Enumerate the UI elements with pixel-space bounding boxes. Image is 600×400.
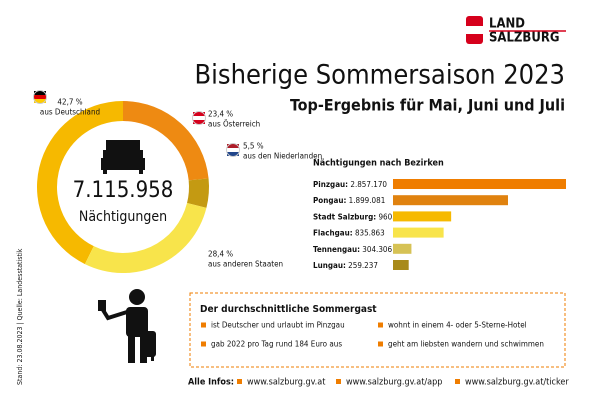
- flag: [34, 91, 46, 95]
- segment-label: aus anderen Staaten: [208, 260, 283, 269]
- segment-label: aus Deutschland: [40, 108, 100, 117]
- segment-value: 28,4 %: [208, 250, 233, 259]
- segment-value: 23,4 %: [208, 110, 233, 119]
- flag: [34, 99, 46, 103]
- donut-segment: [84, 203, 207, 273]
- bullet: [378, 322, 383, 328]
- donut-segment: [123, 101, 209, 181]
- donut-segment: [37, 101, 123, 265]
- segment-label: aus Österreich: [208, 119, 260, 129]
- donut-chart: 7.115.958 Nächtigungen 42,7 %aus Deutschla…: [33, 90, 322, 273]
- source: Stand: 23.08.2023 | Quelle: Landesstatis…: [16, 248, 24, 385]
- guest-items: ist Deutscher und urlaubt im Pinzgau wohn…: [201, 321, 544, 349]
- bar: [393, 211, 452, 222]
- logo: LAND SALZBURG: [466, 16, 566, 46]
- bar-label: Flachgau: 835.863: [313, 228, 385, 237]
- category-label: Stadt Salzburg:: [313, 212, 376, 221]
- guest-box: [189, 292, 566, 368]
- footer-links: www.salzburg.gv.at www.salzburg.gv.at/app…: [237, 378, 569, 388]
- segment-value: 5,5 %: [243, 142, 264, 151]
- value-label: 259.237: [348, 261, 378, 270]
- bullet: [378, 341, 383, 347]
- bar-label: Lungau: 259.237: [313, 261, 378, 270]
- flag: [227, 144, 239, 148]
- category-label: Lungau:: [313, 261, 346, 270]
- bullet: [336, 379, 341, 384]
- bed-icon: [101, 140, 145, 174]
- subtitle: Top-Ergebnis für Mai, Juni und Juli: [290, 96, 565, 115]
- footer-label: Alle Infos:: [188, 378, 234, 388]
- title: Bisherige Sommersaison 2023: [195, 60, 566, 91]
- flag-border: [226, 143, 240, 157]
- flag: [34, 95, 46, 99]
- segment-value: 42,7 %: [57, 98, 82, 107]
- flag-border: [33, 90, 47, 104]
- bar-label: Pinzgau: 2.857.170: [313, 180, 387, 189]
- footer-link[interactable]: www.salzburg.gv.at/app: [346, 378, 442, 388]
- bar: [393, 227, 444, 238]
- donut-segment: [187, 178, 209, 208]
- center-label: Nächtigungen: [79, 209, 167, 225]
- category-label: Tennengau:: [313, 244, 360, 253]
- bar: [393, 179, 566, 189]
- category-label: Pongau:: [313, 196, 346, 205]
- bullet: [237, 379, 242, 384]
- center-value: 7.115.958: [73, 178, 174, 203]
- category-label: Pinzgau:: [313, 180, 348, 189]
- bar-title: Nächtigungen nach Bezirken: [313, 159, 444, 169]
- bullet: [455, 379, 460, 384]
- value-label: 1.899.081: [349, 196, 386, 205]
- logo-text: SALZBURG: [489, 31, 559, 46]
- guest-item: wohnt in einem 4- oder 5-Sterne-Hotel: [388, 321, 527, 330]
- category-label: Flachgau:: [313, 228, 353, 237]
- flag: [227, 152, 239, 156]
- guest-item: geht am liebsten wandern und schwimmen: [388, 340, 544, 349]
- guest-title: Der durchschnittliche Sommergast: [200, 304, 377, 315]
- bar: [393, 243, 412, 254]
- flag: [193, 116, 205, 120]
- flag: [193, 120, 205, 124]
- footer-link[interactable]: www.salzburg.gv.at: [247, 378, 325, 388]
- logo-text: LAND: [489, 17, 525, 32]
- guest-item: gab 2022 pro Tag rund 184 Euro aus: [211, 340, 342, 349]
- bar: [393, 260, 409, 270]
- value-label: 2.857.170: [350, 180, 387, 189]
- flag-border: [192, 111, 206, 125]
- person-icon: [98, 289, 156, 363]
- segment-label: aus den Niederlanden: [243, 152, 322, 161]
- footer-link[interactable]: www.salzburg.gv.at/ticker: [465, 378, 569, 388]
- bar-chart: Nächtigungen nach Bezirken Pinzgau: 2.857…: [313, 159, 566, 270]
- bullet: [201, 322, 206, 328]
- value-label: 835.863: [355, 228, 385, 237]
- bullet: [201, 341, 206, 347]
- bar-label: Pongau: 1.899.081: [313, 196, 385, 205]
- flag: [227, 148, 239, 152]
- bar: [393, 195, 508, 206]
- flag: [193, 112, 205, 116]
- value-label: 304.306: [362, 244, 392, 253]
- guest-item: ist Deutscher und urlaubt im Pinzgau: [211, 321, 345, 330]
- logo-stripe: [466, 26, 483, 34]
- bar-label: Tennengau: 304.306: [313, 244, 392, 253]
